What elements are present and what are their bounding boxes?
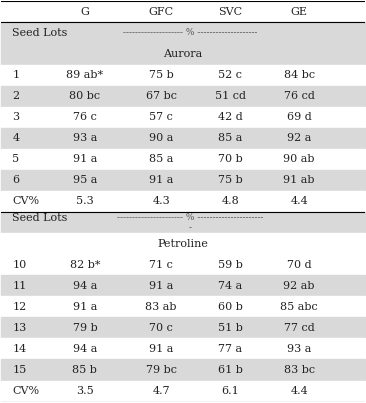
Text: 52 c: 52 c bbox=[218, 70, 242, 80]
Bar bbox=[1, 170, 365, 191]
Text: 91 ab: 91 ab bbox=[284, 175, 315, 185]
Bar bbox=[1, 64, 365, 86]
Text: 77 cd: 77 cd bbox=[284, 323, 315, 333]
Text: 91 a: 91 a bbox=[149, 281, 173, 291]
Bar bbox=[1, 339, 365, 359]
Text: 2: 2 bbox=[12, 91, 19, 101]
Text: 93 a: 93 a bbox=[73, 133, 97, 143]
Text: 69 d: 69 d bbox=[287, 112, 311, 122]
Text: 70 d: 70 d bbox=[287, 260, 311, 270]
Bar bbox=[1, 359, 365, 380]
Text: 1: 1 bbox=[12, 70, 19, 80]
Text: 70 b: 70 b bbox=[218, 154, 243, 164]
Text: 93 a: 93 a bbox=[287, 344, 311, 354]
Text: 4.3: 4.3 bbox=[152, 197, 170, 206]
Text: G: G bbox=[81, 7, 89, 17]
Text: 91 a: 91 a bbox=[149, 175, 173, 185]
Text: 91 a: 91 a bbox=[73, 302, 97, 312]
Text: 13: 13 bbox=[12, 323, 27, 333]
Text: 12: 12 bbox=[12, 302, 27, 312]
Bar bbox=[1, 212, 365, 233]
Text: 92 a: 92 a bbox=[287, 133, 311, 143]
Text: 4: 4 bbox=[12, 133, 19, 143]
Text: 6.1: 6.1 bbox=[221, 386, 239, 396]
Text: 91 a: 91 a bbox=[73, 154, 97, 164]
Text: 60 b: 60 b bbox=[218, 302, 243, 312]
Text: GFC: GFC bbox=[149, 7, 174, 17]
Text: 90 ab: 90 ab bbox=[284, 154, 315, 164]
Text: 80 bc: 80 bc bbox=[70, 91, 101, 101]
Text: 15: 15 bbox=[12, 365, 27, 375]
Text: 89 ab*: 89 ab* bbox=[66, 70, 104, 80]
Text: 82 b*: 82 b* bbox=[70, 260, 100, 270]
Text: Seed Lots: Seed Lots bbox=[12, 213, 68, 223]
Text: 6: 6 bbox=[12, 175, 19, 185]
Text: 79 b: 79 b bbox=[72, 323, 97, 333]
Text: CV%: CV% bbox=[12, 386, 40, 396]
Text: 57 c: 57 c bbox=[149, 112, 173, 122]
Text: 59 b: 59 b bbox=[218, 260, 243, 270]
Text: 42 d: 42 d bbox=[218, 112, 243, 122]
Text: 85 a: 85 a bbox=[149, 154, 173, 164]
Text: 75 b: 75 b bbox=[218, 175, 243, 185]
Bar bbox=[1, 23, 365, 44]
Text: 51 b: 51 b bbox=[218, 323, 243, 333]
Text: 83 ab: 83 ab bbox=[145, 302, 177, 312]
Text: 83 bc: 83 bc bbox=[284, 365, 315, 375]
Text: 61 b: 61 b bbox=[218, 365, 243, 375]
Text: 5.3: 5.3 bbox=[76, 197, 94, 206]
Text: 85 abc: 85 abc bbox=[280, 302, 318, 312]
Text: -------------------- % --------------------: -------------------- % -----------------… bbox=[123, 29, 257, 37]
Text: Aurora: Aurora bbox=[163, 49, 203, 59]
Text: 11: 11 bbox=[12, 281, 27, 291]
Text: 90 a: 90 a bbox=[149, 133, 173, 143]
Bar bbox=[1, 296, 365, 317]
Text: CV%: CV% bbox=[12, 197, 40, 206]
Text: 4.7: 4.7 bbox=[152, 386, 170, 396]
Text: 10: 10 bbox=[12, 260, 27, 270]
Text: 5: 5 bbox=[12, 154, 19, 164]
Bar bbox=[1, 128, 365, 149]
Text: 95 a: 95 a bbox=[73, 175, 97, 185]
Text: 4.4: 4.4 bbox=[290, 386, 308, 396]
Text: 85 a: 85 a bbox=[218, 133, 242, 143]
Text: 71 c: 71 c bbox=[149, 260, 173, 270]
Text: ---------------------- % ----------------------: ---------------------- % ---------------… bbox=[117, 214, 264, 222]
Text: SVC: SVC bbox=[218, 7, 242, 17]
Text: GE: GE bbox=[291, 7, 308, 17]
Text: 84 bc: 84 bc bbox=[284, 70, 315, 80]
Text: 3.5: 3.5 bbox=[76, 386, 94, 396]
Bar bbox=[1, 380, 365, 402]
Bar bbox=[1, 107, 365, 128]
Bar bbox=[1, 86, 365, 107]
Text: 94 a: 94 a bbox=[73, 344, 97, 354]
Bar bbox=[1, 233, 365, 254]
Bar bbox=[1, 44, 365, 64]
Bar bbox=[1, 191, 365, 212]
Text: Petroline: Petroline bbox=[157, 239, 209, 249]
Bar bbox=[1, 317, 365, 339]
Text: 77 a: 77 a bbox=[218, 344, 242, 354]
Text: 85 b: 85 b bbox=[72, 365, 97, 375]
Bar bbox=[1, 149, 365, 170]
Text: 79 bc: 79 bc bbox=[146, 365, 177, 375]
Text: 14: 14 bbox=[12, 344, 27, 354]
Text: 70 c: 70 c bbox=[149, 323, 173, 333]
Text: 76 c: 76 c bbox=[73, 112, 97, 122]
Text: 4.8: 4.8 bbox=[221, 197, 239, 206]
Bar bbox=[1, 275, 365, 296]
Text: -: - bbox=[189, 223, 192, 232]
Text: 92 ab: 92 ab bbox=[284, 281, 315, 291]
Text: Seed Lots: Seed Lots bbox=[12, 28, 68, 38]
Text: 76 cd: 76 cd bbox=[284, 91, 315, 101]
Text: 3: 3 bbox=[12, 112, 19, 122]
Text: 74 a: 74 a bbox=[218, 281, 242, 291]
Text: 75 b: 75 b bbox=[149, 70, 173, 80]
Text: 51 cd: 51 cd bbox=[215, 91, 246, 101]
Text: 91 a: 91 a bbox=[149, 344, 173, 354]
Text: 67 bc: 67 bc bbox=[146, 91, 177, 101]
Text: 4.4: 4.4 bbox=[290, 197, 308, 206]
Bar bbox=[1, 254, 365, 275]
Text: 94 a: 94 a bbox=[73, 281, 97, 291]
